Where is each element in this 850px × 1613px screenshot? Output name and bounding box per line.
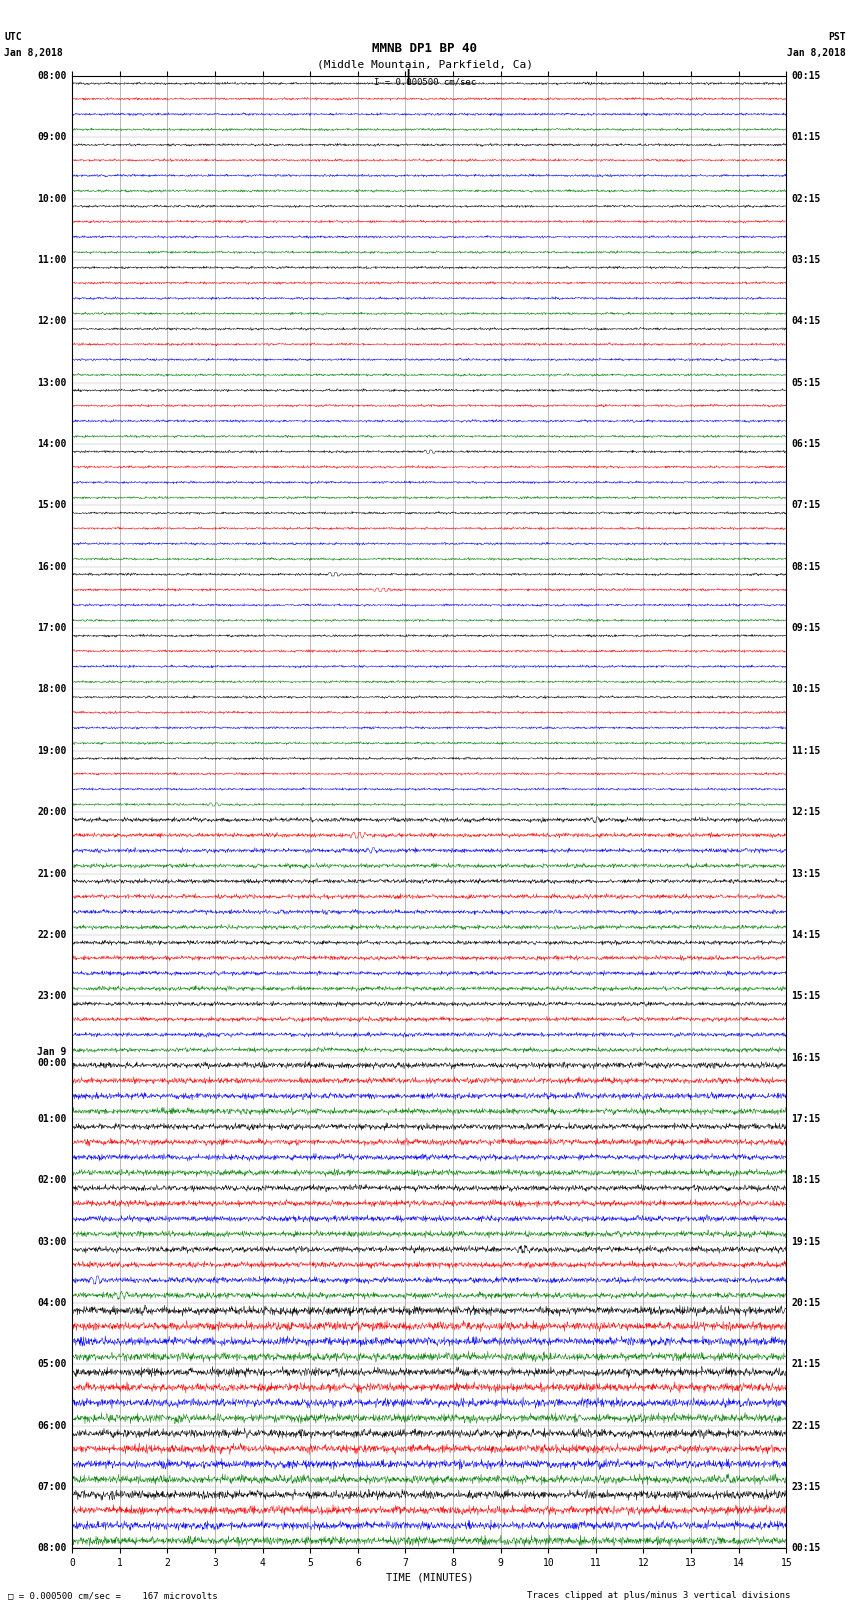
Text: 12:15: 12:15 (791, 806, 821, 818)
Text: 19:00: 19:00 (37, 745, 66, 756)
Text: 09:00: 09:00 (37, 132, 66, 142)
Text: 11:00: 11:00 (37, 255, 66, 265)
Text: 03:15: 03:15 (791, 255, 821, 265)
Text: 06:15: 06:15 (791, 439, 821, 448)
Text: 21:00: 21:00 (37, 868, 66, 879)
Text: 10:00: 10:00 (37, 194, 66, 203)
Text: 13:15: 13:15 (791, 868, 821, 879)
Text: MMNB DP1 BP 40: MMNB DP1 BP 40 (372, 42, 478, 55)
Text: 00:15: 00:15 (791, 1544, 821, 1553)
Text: 14:00: 14:00 (37, 439, 66, 448)
Text: 16:00: 16:00 (37, 561, 66, 571)
Text: 16:15: 16:15 (791, 1053, 821, 1063)
Text: 07:15: 07:15 (791, 500, 821, 510)
Text: |: | (404, 69, 412, 85)
Text: PST: PST (828, 32, 846, 42)
Text: 23:00: 23:00 (37, 992, 66, 1002)
Text: UTC: UTC (4, 32, 22, 42)
Text: 04:15: 04:15 (791, 316, 821, 326)
Text: 15:15: 15:15 (791, 992, 821, 1002)
Text: 12:00: 12:00 (37, 316, 66, 326)
X-axis label: TIME (MINUTES): TIME (MINUTES) (386, 1573, 473, 1582)
Text: 08:00: 08:00 (37, 71, 66, 81)
Text: 20:00: 20:00 (37, 806, 66, 818)
Text: 18:15: 18:15 (791, 1176, 821, 1186)
Text: 10:15: 10:15 (791, 684, 821, 695)
Text: 11:15: 11:15 (791, 745, 821, 756)
Text: 02:00: 02:00 (37, 1176, 66, 1186)
Text: 08:15: 08:15 (791, 561, 821, 571)
Text: 05:00: 05:00 (37, 1360, 66, 1369)
Text: 22:00: 22:00 (37, 929, 66, 940)
Text: 04:00: 04:00 (37, 1298, 66, 1308)
Text: 17:15: 17:15 (791, 1115, 821, 1124)
Text: 22:15: 22:15 (791, 1421, 821, 1431)
Text: 01:15: 01:15 (791, 132, 821, 142)
Text: 08:00: 08:00 (37, 1544, 66, 1553)
Text: 03:00: 03:00 (37, 1237, 66, 1247)
Text: 17:00: 17:00 (37, 623, 66, 632)
Text: 15:00: 15:00 (37, 500, 66, 510)
Text: Jan 9
00:00: Jan 9 00:00 (37, 1047, 66, 1068)
Text: 07:00: 07:00 (37, 1482, 66, 1492)
Text: 13:00: 13:00 (37, 377, 66, 387)
Text: Traces clipped at plus/minus 3 vertical divisions: Traces clipped at plus/minus 3 vertical … (527, 1590, 790, 1600)
Text: 06:00: 06:00 (37, 1421, 66, 1431)
Text: □ = 0.000500 cm/sec =    167 microvolts: □ = 0.000500 cm/sec = 167 microvolts (8, 1590, 218, 1600)
Text: 00:15: 00:15 (791, 71, 821, 81)
Text: 14:15: 14:15 (791, 929, 821, 940)
Text: (Middle Mountain, Parkfield, Ca): (Middle Mountain, Parkfield, Ca) (317, 60, 533, 69)
Text: 23:15: 23:15 (791, 1482, 821, 1492)
Text: I = 0.000500 cm/sec: I = 0.000500 cm/sec (374, 77, 476, 87)
Text: 02:15: 02:15 (791, 194, 821, 203)
Text: 21:15: 21:15 (791, 1360, 821, 1369)
Text: Jan 8,2018: Jan 8,2018 (4, 48, 63, 58)
Text: 20:15: 20:15 (791, 1298, 821, 1308)
Text: 18:00: 18:00 (37, 684, 66, 695)
Text: 19:15: 19:15 (791, 1237, 821, 1247)
Text: 01:00: 01:00 (37, 1115, 66, 1124)
Text: 05:15: 05:15 (791, 377, 821, 387)
Text: 09:15: 09:15 (791, 623, 821, 632)
Text: Jan 8,2018: Jan 8,2018 (787, 48, 846, 58)
